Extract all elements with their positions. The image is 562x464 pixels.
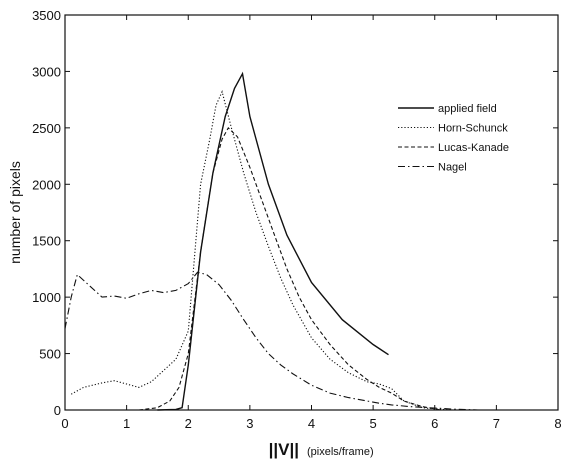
- series-line-applied-field: [157, 71, 389, 411]
- x-tick-label: 5: [370, 416, 377, 431]
- x-axis-title: ||V||: [269, 440, 299, 459]
- y-axis-title: number of pixels: [7, 161, 23, 264]
- series-line-lucas-kanade: [138, 127, 441, 411]
- y-tick-label: 0: [54, 403, 61, 418]
- y-tick-labels: 0 500 1000 1500 2000 2500 3000 3500: [32, 8, 61, 418]
- x-tick-labels: 0 1 2 3 4 5 6 7 8: [61, 416, 561, 431]
- series-line-nagel: [64, 271, 478, 411]
- x-tick-label: 6: [431, 416, 438, 431]
- x-tick-label: 2: [185, 416, 192, 431]
- x-tick-label: 0: [61, 416, 68, 431]
- y-tick-label: 1000: [32, 290, 61, 305]
- legend: applied field Horn-Schunck Lucas-Kanade Nag…: [398, 103, 509, 174]
- x-tick-label: 3: [246, 416, 253, 431]
- series-line-horn-schunck: [70, 90, 454, 411]
- legend-label: Lucas-Kanade: [438, 142, 509, 154]
- legend-label: applied field: [438, 103, 497, 115]
- x-tick-label: 8: [554, 416, 561, 431]
- x-tick-label: 1: [123, 416, 130, 431]
- y-tick-label: 3000: [32, 64, 61, 79]
- x-axis-unit: (pixels/frame): [307, 446, 374, 458]
- x-tick-label: 4: [308, 416, 315, 431]
- y-tick-label: 3500: [32, 8, 61, 23]
- y-tick-label: 500: [39, 347, 61, 362]
- axis-ticks: [64, 14, 559, 411]
- y-tick-label: 1500: [32, 234, 61, 249]
- y-tick-label: 2500: [32, 121, 61, 136]
- y-tick-label: 2000: [32, 177, 61, 192]
- plot-frame: [64, 14, 559, 411]
- series-lines: [64, 71, 478, 411]
- x-tick-label: 7: [493, 416, 500, 431]
- legend-label: Horn-Schunck: [438, 123, 508, 135]
- legend-label: Nagel: [438, 162, 467, 174]
